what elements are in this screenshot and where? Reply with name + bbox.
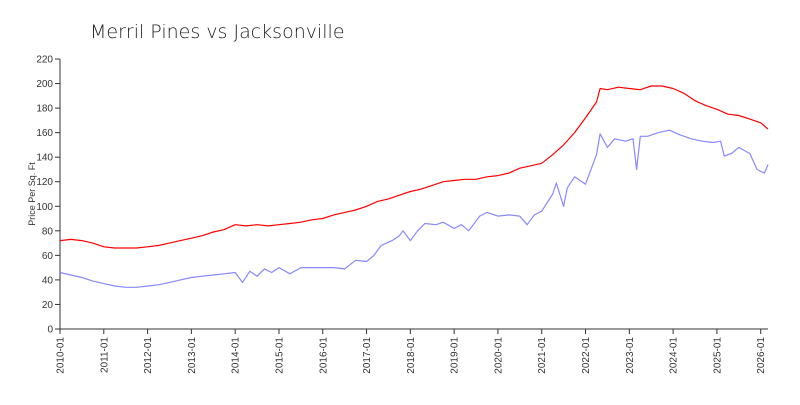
x-tick-label: 2018-01 xyxy=(406,337,417,374)
series-line-1 xyxy=(59,85,769,249)
x-tick-label: 2026-01 xyxy=(756,337,767,374)
x-tick-label: 2020-01 xyxy=(493,337,504,374)
y-tick-label: 200 xyxy=(36,79,53,90)
y-tick-label: 80 xyxy=(42,226,54,237)
chart-title: Merril Pines vs Jacksonville xyxy=(90,21,345,43)
y-tick-label: 100 xyxy=(36,202,53,213)
series-layer xyxy=(59,85,769,288)
x-tick-label: 2012-01 xyxy=(143,337,154,374)
y-tick-label: 60 xyxy=(42,251,54,262)
x-tick-label: 2015-01 xyxy=(274,337,285,374)
y-tick-label: 0 xyxy=(47,325,53,336)
y-tick-label: 180 xyxy=(36,104,53,115)
y-tick-label: 40 xyxy=(42,275,54,286)
y-axis: 0 20 40 60 80 100 120 140 160 180 200 220 xyxy=(36,55,61,336)
x-tick-label: 2025-01 xyxy=(712,337,723,374)
x-tick-label: 2014-01 xyxy=(231,337,242,374)
y-tick-label: 20 xyxy=(42,300,54,311)
x-axis: 2010-01 2011-01 2012-01 2013-01 2014-01 2015-… xyxy=(56,328,768,374)
x-tick-label: 2019-01 xyxy=(450,337,461,374)
y-tick-label: 120 xyxy=(36,177,53,188)
x-tick-label: 2016-01 xyxy=(318,337,329,374)
x-tick-label: 2022-01 xyxy=(581,337,592,374)
x-tick-label: 2021-01 xyxy=(537,337,548,374)
y-tick-label: 220 xyxy=(36,55,53,66)
y-axis-label: Price Per Sq. Ft xyxy=(27,162,37,226)
x-tick-label: 2024-01 xyxy=(669,337,680,374)
y-tick-label: 160 xyxy=(36,128,53,139)
x-tick-label: 2010-01 xyxy=(56,337,67,374)
x-tick-label: 2017-01 xyxy=(362,337,373,374)
y-tick-label: 140 xyxy=(36,153,53,164)
x-tick-label: 2013-01 xyxy=(187,337,198,374)
x-tick-label: 2023-01 xyxy=(625,337,636,374)
series-line-2 xyxy=(59,129,769,288)
x-tick-label: 2011-01 xyxy=(99,337,110,373)
